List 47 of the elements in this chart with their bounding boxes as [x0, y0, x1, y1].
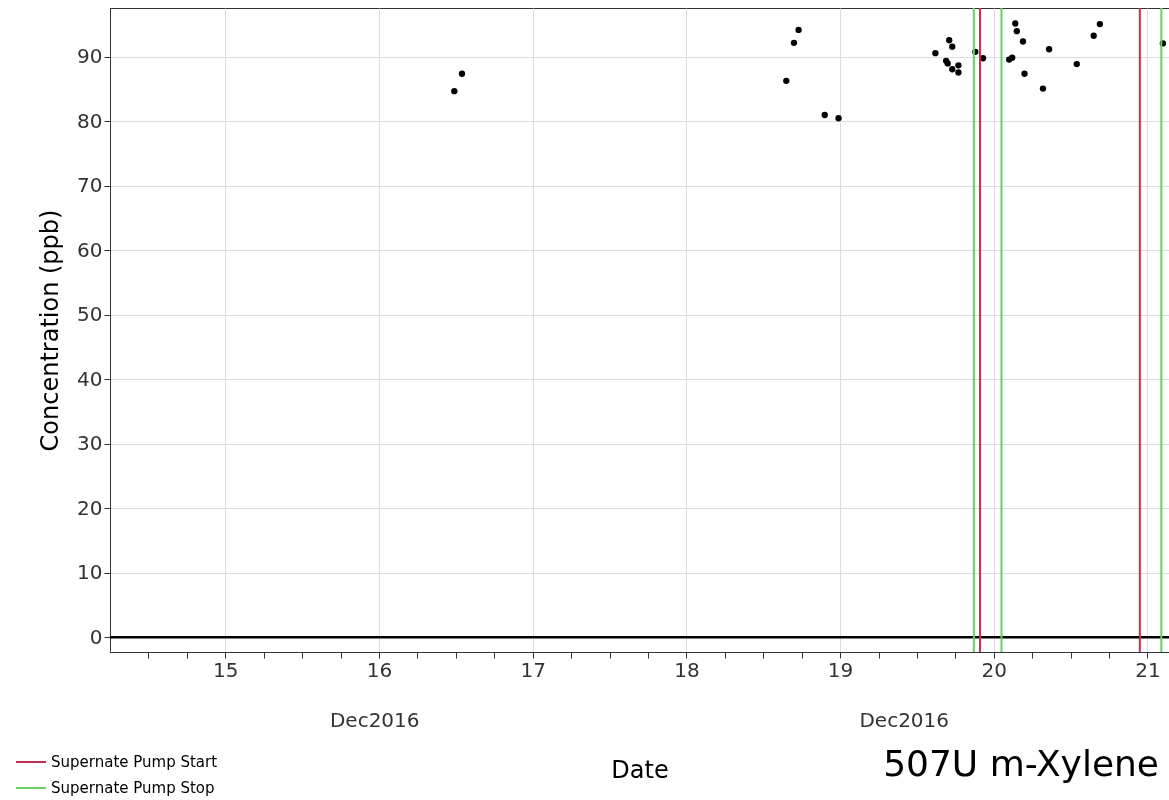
- point: [790, 39, 798, 46]
- y-tick-label: 90: [77, 44, 103, 69]
- point: [795, 26, 802, 34]
- x-tick-label: 18: [674, 657, 700, 682]
- point: [955, 62, 962, 69]
- point: [458, 70, 466, 77]
- point: [821, 111, 828, 119]
- point: [451, 88, 458, 95]
- legend-label: Supernate Pump Stop: [51, 779, 215, 797]
- point: [949, 66, 956, 73]
- point: [1045, 46, 1053, 53]
- point: [1012, 20, 1019, 27]
- text: 507U m-Xylene: [883, 743, 1159, 784]
- text: Dec2016: [859, 708, 950, 732]
- point: [1021, 70, 1028, 77]
- point: [946, 37, 953, 44]
- legend-label: Supernate Pump Start: [51, 753, 218, 771]
- y-tick-label: 50: [77, 302, 103, 327]
- y-tick-label: 0: [89, 624, 103, 649]
- y-tick-label: 80: [77, 108, 103, 133]
- y-tick-label: 40: [77, 366, 103, 391]
- point: [783, 77, 790, 84]
- y-tick-label: 70: [77, 173, 103, 198]
- point: [1013, 28, 1020, 35]
- point: [979, 55, 987, 62]
- y-tick-label: 60: [77, 237, 103, 262]
- y-tick-label: 10: [77, 560, 103, 585]
- point: [1039, 85, 1047, 92]
- y-tick-label: 30: [77, 431, 103, 456]
- point: [955, 69, 962, 76]
- x-tick-label: 19: [827, 657, 854, 682]
- point: [949, 43, 956, 50]
- y-axis-title: Concentration (ppb): [36, 209, 65, 452]
- point: [1096, 20, 1103, 28]
- y-tick-label: 20: [77, 495, 103, 520]
- point: [1073, 60, 1080, 68]
- text: Dec2016: [329, 708, 420, 732]
- x-tick-label: 15: [213, 657, 239, 682]
- point: [1090, 32, 1097, 39]
- x-axis-title: Date: [611, 755, 669, 784]
- point: [932, 49, 939, 57]
- x-tick-label: 16: [366, 657, 393, 682]
- x-tick-label: 20: [981, 657, 1008, 682]
- point: [835, 115, 842, 122]
- x-tick-label: 17: [520, 657, 546, 682]
- x-tick-label: 21: [1135, 657, 1161, 682]
- point: [1019, 38, 1027, 45]
